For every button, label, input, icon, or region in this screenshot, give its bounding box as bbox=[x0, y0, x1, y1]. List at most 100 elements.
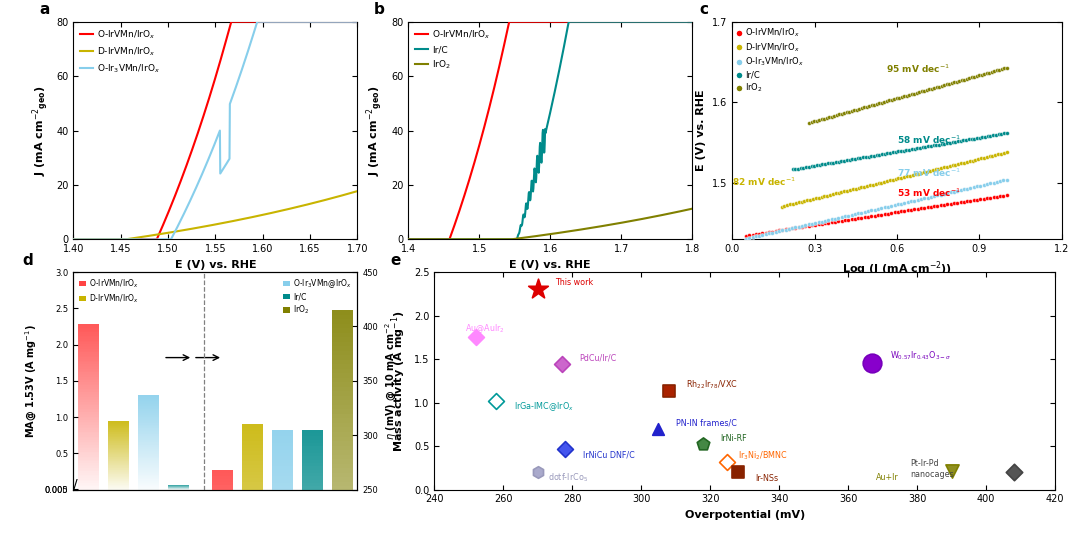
Text: c: c bbox=[700, 2, 708, 17]
Bar bbox=[272, 533, 293, 536]
Y-axis label: E (V) vs. RHE: E (V) vs. RHE bbox=[697, 90, 706, 171]
Bar bbox=[302, 460, 323, 463]
Bar bbox=[78, 480, 99, 481]
Bar bbox=[108, 463, 129, 464]
Bar bbox=[138, 485, 159, 486]
Bar bbox=[242, 448, 264, 452]
Bar bbox=[272, 453, 293, 456]
Bar bbox=[78, 380, 99, 382]
Bar bbox=[213, 534, 233, 537]
Bar bbox=[272, 430, 293, 433]
Bar bbox=[302, 493, 323, 496]
Bar bbox=[138, 444, 159, 446]
Bar bbox=[78, 400, 99, 402]
Bar bbox=[78, 370, 99, 372]
Bar bbox=[78, 483, 99, 485]
Bar bbox=[78, 475, 99, 477]
Point bbox=[529, 468, 546, 477]
Legend: O-IrVMn/IrO$_x$, D-IrVMn/IrO$_x$, O-Ir$_3$VMn/IrO$_x$, Ir/C, IrO$_2$: O-IrVMn/IrO$_x$, D-IrVMn/IrO$_x$, O-Ir$_… bbox=[734, 23, 807, 97]
Bar bbox=[272, 526, 293, 529]
Bar bbox=[213, 499, 233, 502]
Bar bbox=[138, 430, 159, 431]
Bar bbox=[108, 441, 129, 442]
Bar bbox=[138, 433, 159, 434]
Text: a: a bbox=[39, 2, 50, 17]
Bar bbox=[78, 466, 99, 468]
Y-axis label: J (mA cm$^{-2}$$_\mathregular{geo}$): J (mA cm$^{-2}$$_\mathregular{geo}$) bbox=[29, 85, 51, 176]
Bar bbox=[302, 469, 323, 473]
Bar bbox=[242, 529, 264, 532]
Bar bbox=[78, 356, 99, 357]
Bar bbox=[332, 360, 353, 364]
Text: 58 mV dec$^{-1}$: 58 mV dec$^{-1}$ bbox=[897, 134, 961, 146]
Bar bbox=[272, 503, 293, 506]
Point bbox=[729, 468, 746, 477]
Bar bbox=[78, 456, 99, 458]
Bar bbox=[138, 483, 159, 484]
Text: Ir-NSs: Ir-NSs bbox=[755, 474, 778, 483]
Bar bbox=[332, 477, 353, 481]
Bar bbox=[138, 423, 159, 424]
Bar bbox=[108, 435, 129, 436]
Text: 77 mV dec$^{-1}$: 77 mV dec$^{-1}$ bbox=[897, 167, 961, 180]
Bar bbox=[78, 405, 99, 407]
Bar bbox=[78, 331, 99, 332]
Bar bbox=[78, 374, 99, 375]
Bar bbox=[302, 499, 323, 503]
Text: 95 mV dec$^{-1}$: 95 mV dec$^{-1}$ bbox=[886, 63, 949, 75]
Bar bbox=[78, 389, 99, 391]
Bar bbox=[242, 536, 264, 539]
Bar bbox=[138, 438, 159, 440]
Bar bbox=[242, 512, 264, 515]
Bar bbox=[138, 407, 159, 409]
Bar bbox=[138, 458, 159, 459]
Bar bbox=[332, 324, 353, 328]
Bar bbox=[108, 462, 129, 463]
Bar bbox=[108, 489, 129, 490]
Bar bbox=[213, 531, 233, 534]
Bar bbox=[108, 451, 129, 452]
Bar bbox=[78, 450, 99, 452]
Bar bbox=[138, 418, 159, 419]
Bar bbox=[242, 444, 264, 448]
Bar bbox=[78, 458, 99, 460]
Bar bbox=[138, 409, 159, 410]
Bar bbox=[138, 463, 159, 464]
Bar bbox=[78, 366, 99, 367]
Bar bbox=[78, 394, 99, 395]
Bar bbox=[138, 428, 159, 429]
Bar bbox=[108, 479, 129, 480]
Bar bbox=[242, 492, 264, 495]
Bar bbox=[78, 434, 99, 435]
Bar bbox=[272, 523, 293, 526]
Bar bbox=[332, 455, 353, 459]
Bar bbox=[332, 473, 353, 477]
Bar bbox=[78, 359, 99, 361]
Bar bbox=[242, 481, 264, 485]
Bar bbox=[332, 351, 353, 355]
Bar bbox=[302, 520, 323, 523]
Bar bbox=[332, 428, 353, 432]
Bar bbox=[213, 514, 233, 517]
Bar bbox=[213, 493, 233, 496]
Bar bbox=[78, 488, 99, 490]
Bar bbox=[138, 435, 159, 436]
Bar bbox=[78, 473, 99, 475]
Bar bbox=[78, 341, 99, 342]
Bar bbox=[242, 424, 264, 428]
Bar bbox=[213, 479, 233, 481]
Bar bbox=[332, 382, 353, 387]
Bar bbox=[78, 342, 99, 344]
Bar bbox=[302, 450, 323, 453]
Bar bbox=[108, 442, 129, 443]
Bar bbox=[78, 377, 99, 379]
Bar bbox=[332, 504, 353, 509]
Bar bbox=[138, 462, 159, 463]
Bar bbox=[78, 332, 99, 334]
Bar bbox=[108, 478, 129, 479]
Bar bbox=[78, 472, 99, 473]
Bar bbox=[108, 481, 129, 482]
Bar bbox=[108, 460, 129, 461]
Bar bbox=[108, 446, 129, 447]
Bar bbox=[138, 434, 159, 435]
